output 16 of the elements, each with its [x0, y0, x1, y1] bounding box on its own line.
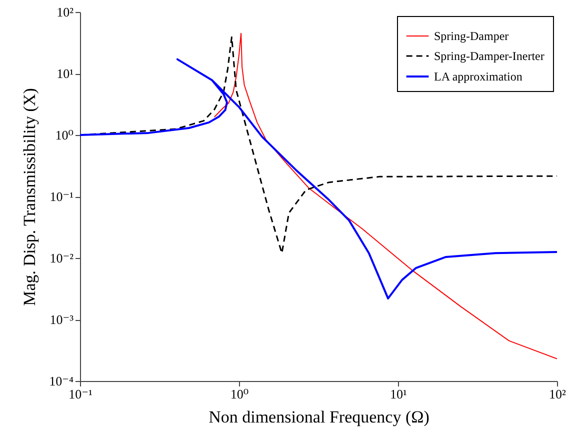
y-tick-label: 10² [56, 4, 74, 20]
x-tick-label: 10² [549, 386, 566, 402]
legend-label: Spring-Damper [434, 29, 509, 43]
y-tick-label: 10⁻¹ [50, 189, 74, 204]
y-tick-label: 10⁻⁴ [49, 374, 74, 388]
x-tick-label: 10⁰ [230, 386, 249, 402]
y-axis-title: Mag. Disp. Transmissibility (X) [20, 88, 40, 306]
y-tick-label: 10⁻³ [50, 312, 74, 327]
x-tick-label: 10⁻¹ [68, 386, 92, 402]
legend-label: LA approximation [434, 70, 522, 84]
y-tick-label: 10⁻² [50, 250, 74, 266]
y-tick-label: 10⁰ [55, 128, 74, 142]
legend-label: Spring-Damper-Inerter [434, 49, 544, 63]
y-tick-label: 10¹ [56, 66, 74, 81]
x-axis-title: Non dimensional Frequency (Ω) [208, 408, 430, 426]
x-tick-label: 10¹ [390, 386, 408, 402]
